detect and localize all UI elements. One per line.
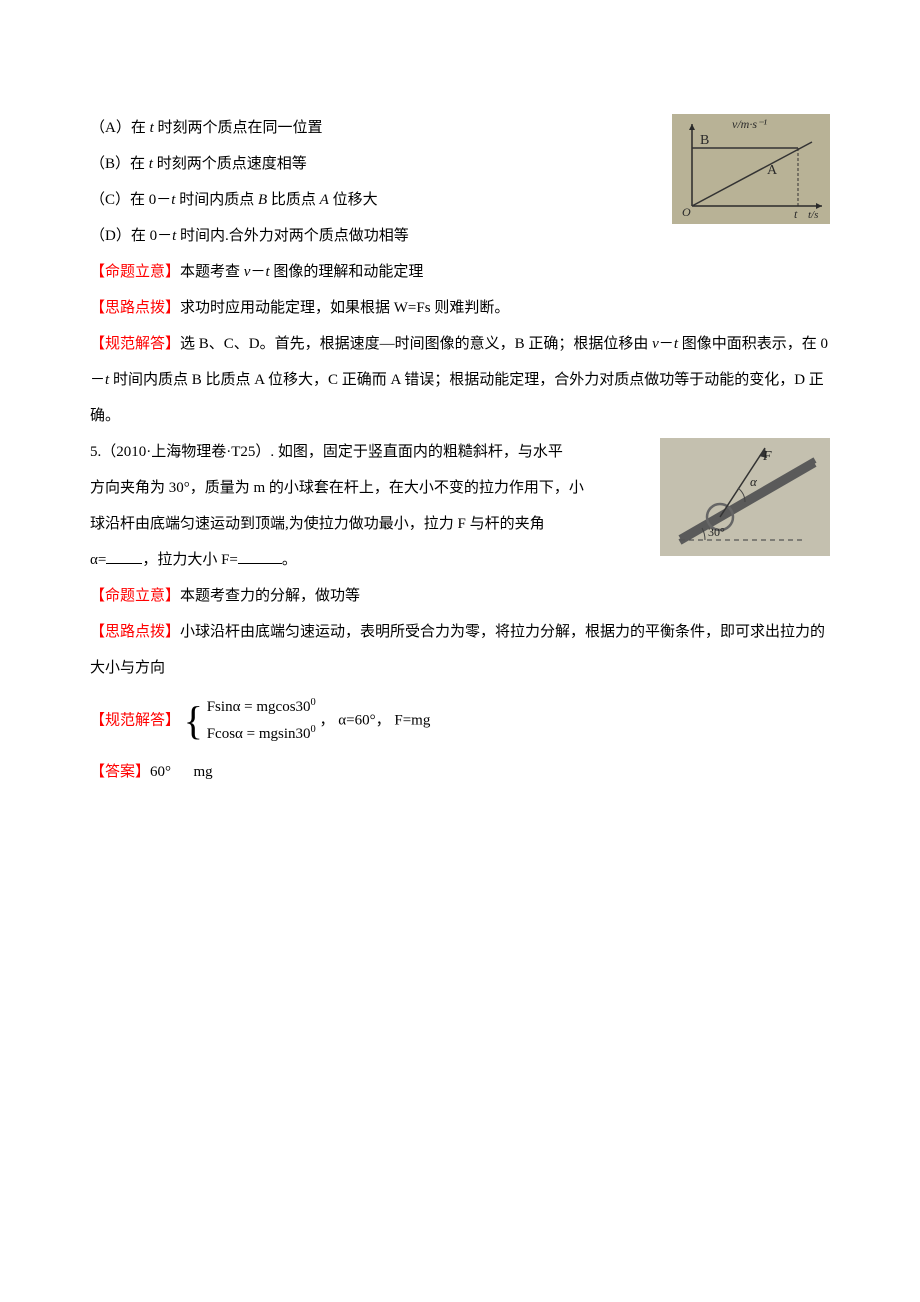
q5-intent: 【命题立意】本题考查力的分解，做功等 <box>90 578 830 614</box>
q5-final: 【答案】60° mg <box>90 754 830 790</box>
graph-xlabel: t/s <box>808 209 818 221</box>
q4-hint-text: 求功时应用动能定理，如果根据 W=Fs 则难判断。 <box>180 300 509 316</box>
incline-svg: F α 30° <box>660 438 830 556</box>
answer-tail: ， α=60°， F=mg <box>320 712 431 728</box>
diag-angle-label: 30° <box>708 525 725 539</box>
intent-label-5: 【命题立意】 <box>90 588 180 604</box>
answer-label-5: 【规范解答】 <box>90 712 180 728</box>
q5-intent-text: 本题考查力的分解，做功等 <box>180 588 360 604</box>
hint-label-5: 【思路点拨】 <box>90 624 180 640</box>
diag-alpha-label: α <box>750 474 758 489</box>
eq-row-2: Fcosα = mgsin300 <box>207 726 316 742</box>
answer-label: 【规范解答】 <box>90 336 180 352</box>
vt-graph-figure: A B O t v/m·s⁻¹ t/s <box>672 114 830 238</box>
intent-label: 【命题立意】 <box>90 264 180 280</box>
equation-block: { Fsinα = mgcos300 Fcosα = mgsin300 <box>184 694 316 748</box>
graph-ylabel: v/m·s⁻¹ <box>732 117 767 131</box>
q4-intent: 【命题立意】本题考查 v－t 图像的理解和动能定理 <box>90 254 830 290</box>
graph-label-a: A <box>767 163 778 178</box>
q4-hint: 【思路点拨】求功时应用动能定理，如果根据 W=Fs 则难判断。 <box>90 290 830 326</box>
final-text: 60° mg <box>150 764 213 780</box>
graph-origin: O <box>682 205 691 219</box>
blank-alpha <box>106 549 142 564</box>
hint-label: 【思路点拨】 <box>90 300 180 316</box>
diag-f-label: F <box>762 449 772 464</box>
q5-hint: 【思路点拨】小球沿杆由底端匀速运动，表明所受合力为零，将拉力分解，根据力的平衡条… <box>90 614 830 686</box>
q4-answer: 【规范解答】选 B、C、D。首先，根据速度—时间图像的意义，B 正确；根据位移由… <box>90 326 830 434</box>
q5-hint-text: 小球沿杆由底端匀速运动，表明所受合力为零，将拉力分解，根据力的平衡条件，即可求出… <box>90 624 825 676</box>
incline-figure: F α 30° <box>660 438 830 570</box>
vt-graph-svg: A B O t v/m·s⁻¹ t/s <box>672 114 830 224</box>
blank-f <box>238 549 282 564</box>
final-label: 【答案】 <box>90 764 150 780</box>
eq-row-1: Fsinα = mgcos300 <box>207 699 316 715</box>
left-brace-icon: { <box>184 701 203 741</box>
q5-answer: 【规范解答】 { Fsinα = mgcos300 Fcosα = mgsin3… <box>90 694 830 748</box>
graph-label-b: B <box>700 133 709 148</box>
